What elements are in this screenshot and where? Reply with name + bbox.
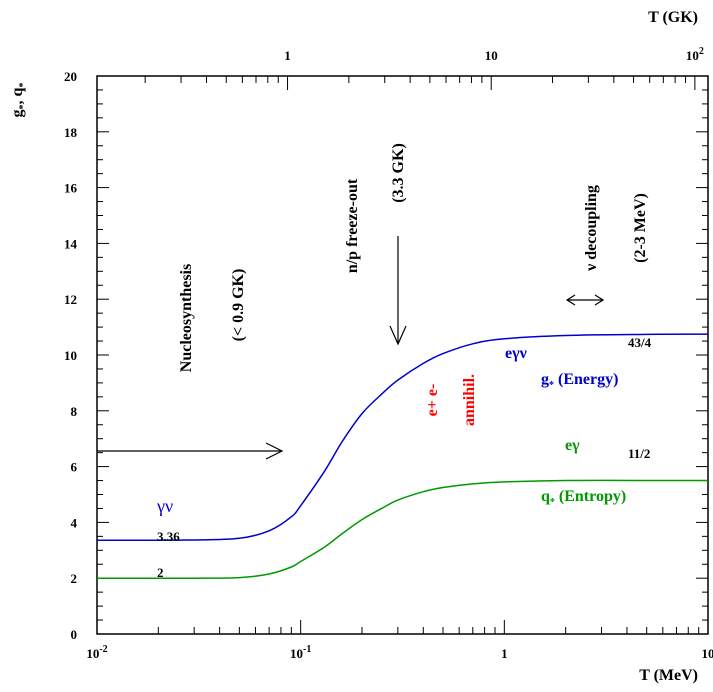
- y-tick-label: 12: [64, 292, 77, 307]
- nucleosynthesis-arrowhead: [265, 442, 284, 460]
- freeze-out-label: n/p freeze-out: [344, 178, 361, 273]
- top-x-tick-label: 102: [686, 46, 704, 63]
- nucleosynthesis-temp: (< 0.9 GK): [230, 269, 247, 342]
- nucleosynthesis-label: Nucleosynthesis: [178, 264, 195, 372]
- y-tick-label: 8: [71, 404, 78, 419]
- decoupling-arrowhead-left: [565, 294, 576, 306]
- y-tick-label: 18: [64, 125, 78, 140]
- y-axis-label: g*, q*: [9, 83, 29, 118]
- top-x-tick-label: 10: [485, 48, 498, 63]
- y-tick-label: 0: [71, 627, 78, 642]
- high-energy-species-label: eγν: [505, 345, 527, 362]
- axis-ticks: [96, 75, 708, 635]
- annihilation-label-1: e+ e-: [424, 384, 441, 417]
- entropy-series-label: q* (Entropy): [541, 488, 626, 508]
- y-tick-label: 2: [71, 571, 78, 586]
- freeze-out-arrowhead: [389, 325, 407, 346]
- x-tick-label: 10: [702, 646, 713, 661]
- annotation-arrows: [97, 236, 605, 460]
- low-energy-species-label: γν: [156, 496, 173, 516]
- entropy-series-line: [96, 479, 708, 579]
- y-tick-label: 16: [64, 181, 78, 196]
- high-energy-value: 43/4: [628, 335, 652, 350]
- high-entropy-species-label: eγ: [565, 437, 580, 454]
- energy-series-label: g* (Energy): [541, 371, 618, 391]
- y-tick-label: 20: [64, 69, 77, 84]
- high-entropy-value: 11/2: [628, 446, 650, 461]
- y-tick-label: 10: [64, 348, 77, 363]
- x-tick-label: 1: [501, 646, 508, 661]
- decoupling-arrowhead-right: [594, 294, 605, 306]
- annihilation-label-2: annihil.: [461, 374, 478, 426]
- axis-tick-labels: 0 2 4 6 8 10 12 14 16 18 20 10-2 10-1 1 10 1 10 102: [64, 46, 713, 661]
- y-tick-label: 4: [71, 515, 78, 530]
- x-tick-label: 10-1: [290, 644, 311, 661]
- low-entropy-value: 2: [157, 565, 164, 580]
- decoupling-temp: (2-3 MeV): [632, 193, 649, 263]
- decoupling-label: ν decoupling: [583, 185, 600, 272]
- y-tick-label: 14: [64, 236, 78, 251]
- freeze-out-temp: (3.3 GK): [390, 143, 407, 203]
- energy-series-line: [96, 333, 709, 542]
- y-tick-label: 6: [71, 460, 78, 475]
- top-x-axis-label: T (GK): [648, 9, 698, 26]
- top-x-tick-label: 1: [284, 48, 291, 63]
- low-energy-value: 3.36: [157, 529, 180, 544]
- series-group: [96, 333, 709, 579]
- x-axis-label: T (MeV): [639, 667, 698, 684]
- x-tick-label: 10-2: [86, 644, 107, 661]
